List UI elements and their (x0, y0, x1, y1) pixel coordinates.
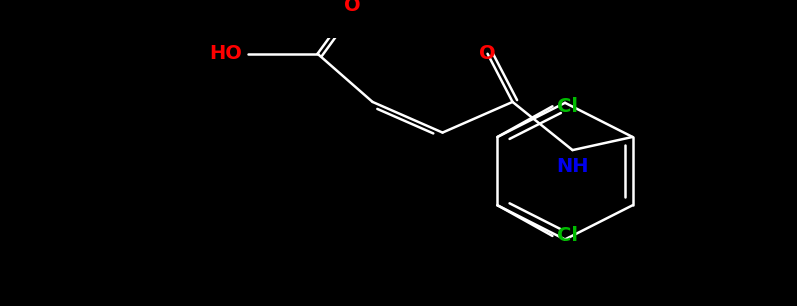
Text: HO: HO (210, 44, 242, 63)
Text: O: O (479, 44, 496, 63)
Text: NH: NH (556, 157, 589, 176)
Text: Cl: Cl (557, 226, 579, 245)
Text: O: O (344, 0, 361, 15)
Text: Cl: Cl (557, 97, 579, 116)
